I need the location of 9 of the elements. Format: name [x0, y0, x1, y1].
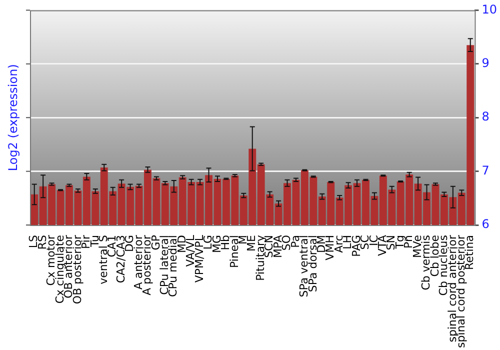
y-tick-label: 8 [482, 110, 490, 124]
x-tick-label: A posterior [140, 234, 154, 296]
y-axis-title: Log2 (expression) [6, 64, 20, 172]
y-tick-label: 6 [482, 217, 490, 232]
y-tick-label: 9 [482, 56, 490, 70]
x-tick-label: Pituitary [254, 234, 267, 281]
y-tick-label: 10 [482, 2, 498, 16]
x-tick-label: Retina [463, 235, 476, 270]
y-tick-label: 7 [482, 163, 490, 178]
